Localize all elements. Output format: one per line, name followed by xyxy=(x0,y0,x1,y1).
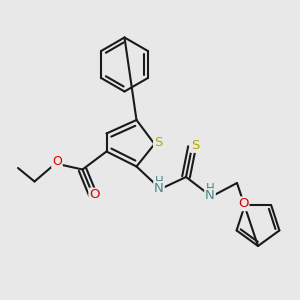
Text: S: S xyxy=(154,136,162,149)
Text: O: O xyxy=(52,154,62,168)
Text: O: O xyxy=(89,188,100,202)
Text: N: N xyxy=(205,189,215,203)
Text: O: O xyxy=(238,197,248,210)
Text: H: H xyxy=(154,175,164,188)
Text: H: H xyxy=(206,182,214,196)
Text: S: S xyxy=(191,139,199,152)
Text: N: N xyxy=(154,182,164,195)
